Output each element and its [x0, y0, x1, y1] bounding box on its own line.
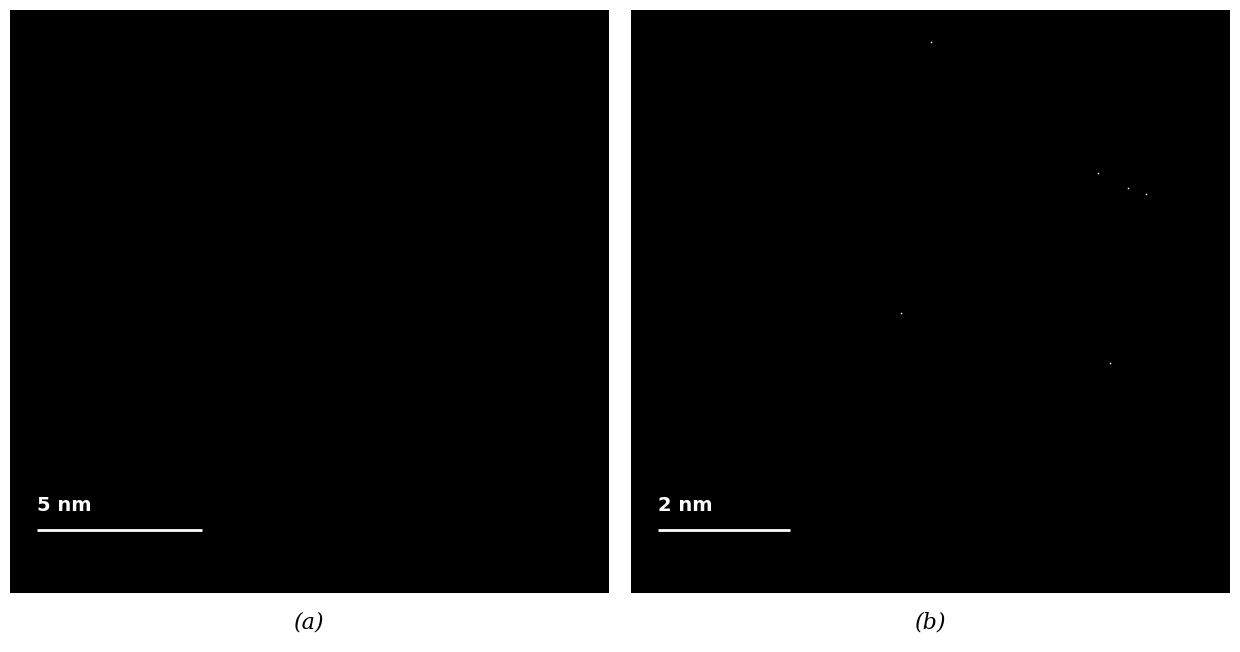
Text: 5 nm: 5 nm — [37, 496, 92, 514]
Text: (b): (b) — [915, 612, 946, 634]
Text: (a): (a) — [294, 612, 325, 634]
Text: 2 nm: 2 nm — [658, 496, 713, 514]
